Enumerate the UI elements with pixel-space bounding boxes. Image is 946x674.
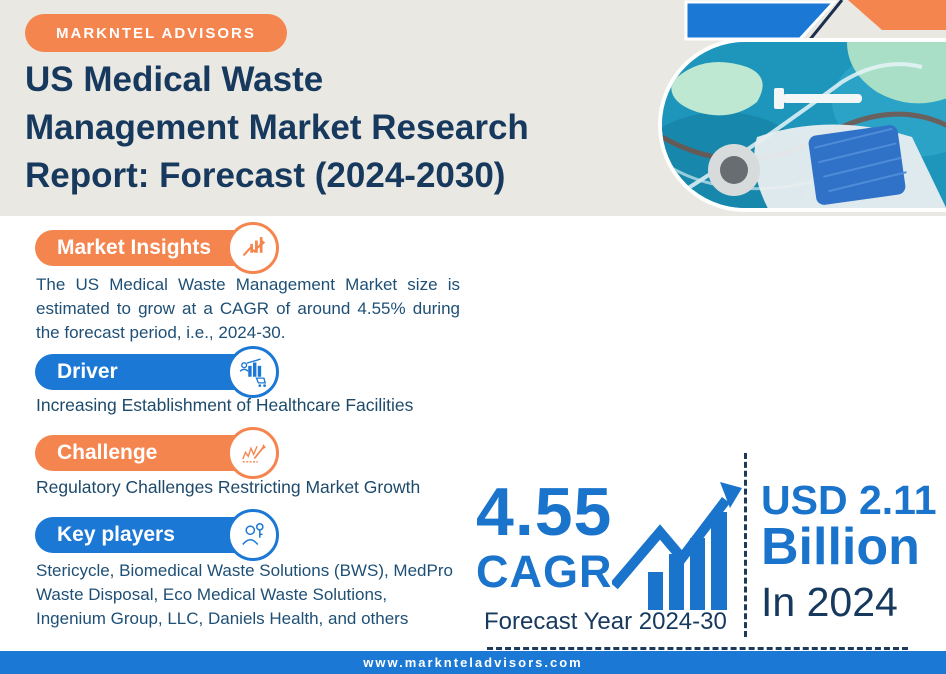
section-header-key-players: Key players — [35, 509, 279, 561]
driver-label: Driver — [57, 360, 118, 383]
cagr-value: 4.55 — [476, 474, 613, 550]
medical-photo-illustration — [662, 42, 946, 208]
section-header-market-insights: Market Insights — [35, 222, 279, 274]
market-size-value: USD 2.11 — [761, 477, 937, 523]
challenge-label: Challenge — [57, 441, 158, 464]
key-players-label: Key players — [57, 523, 175, 546]
forecast-year-label: Forecast Year 2024-30 — [484, 608, 727, 635]
person-key-icon — [227, 509, 279, 561]
section-header-driver: Driver — [35, 346, 279, 398]
key-players-body: Stericycle, Biomedical Waste Solutions (… — [36, 561, 453, 628]
horizontal-dashed-divider — [487, 647, 908, 650]
growth-bar-chart-icon — [610, 480, 744, 610]
market-insights-body: The US Medical Waste Management Market s… — [36, 275, 460, 342]
vertical-dashed-divider — [744, 453, 747, 637]
bar-chart-growth-icon — [227, 222, 279, 274]
page-title: US Medical Waste Management Market Resea… — [25, 56, 665, 200]
declining-trend-icon — [227, 427, 279, 479]
header: MARKNTEL ADVISORS US Medical Waste Manag… — [0, 0, 946, 216]
website-link[interactable]: www.marknteladvisors.com — [363, 655, 583, 670]
cagr-label: CAGR — [476, 546, 613, 597]
brand-badge-label: MARKNTEL ADVISORS — [56, 24, 256, 42]
brand-badge: MARKNTEL ADVISORS — [25, 14, 287, 52]
section-header-challenge: Challenge — [35, 427, 279, 479]
market-size-year: In 2024 — [761, 579, 898, 625]
footer-bar: www.marknteladvisors.com — [0, 651, 946, 674]
chart-cart-icon — [227, 346, 279, 398]
corner-ribbon-decoration — [684, 0, 946, 43]
market-size-unit: Billion — [761, 518, 920, 576]
content-area: Market Insights The US Medical Waste Man… — [0, 216, 946, 674]
medical-waste-photo — [658, 38, 946, 212]
challenge-body: Regulatory Challenges Restricting Market… — [36, 477, 421, 497]
page-title-line-1: US Medical Waste — [25, 60, 324, 99]
market-insights-label: Market Insights — [57, 236, 212, 259]
page-title-line-2: Management Market Research — [25, 108, 529, 147]
page-title-line-3: Report: Forecast (2024-2030) — [25, 156, 506, 195]
driver-body: Increasing Establishment of Healthcare F… — [36, 395, 414, 415]
ribbon-shapes — [684, 0, 946, 43]
